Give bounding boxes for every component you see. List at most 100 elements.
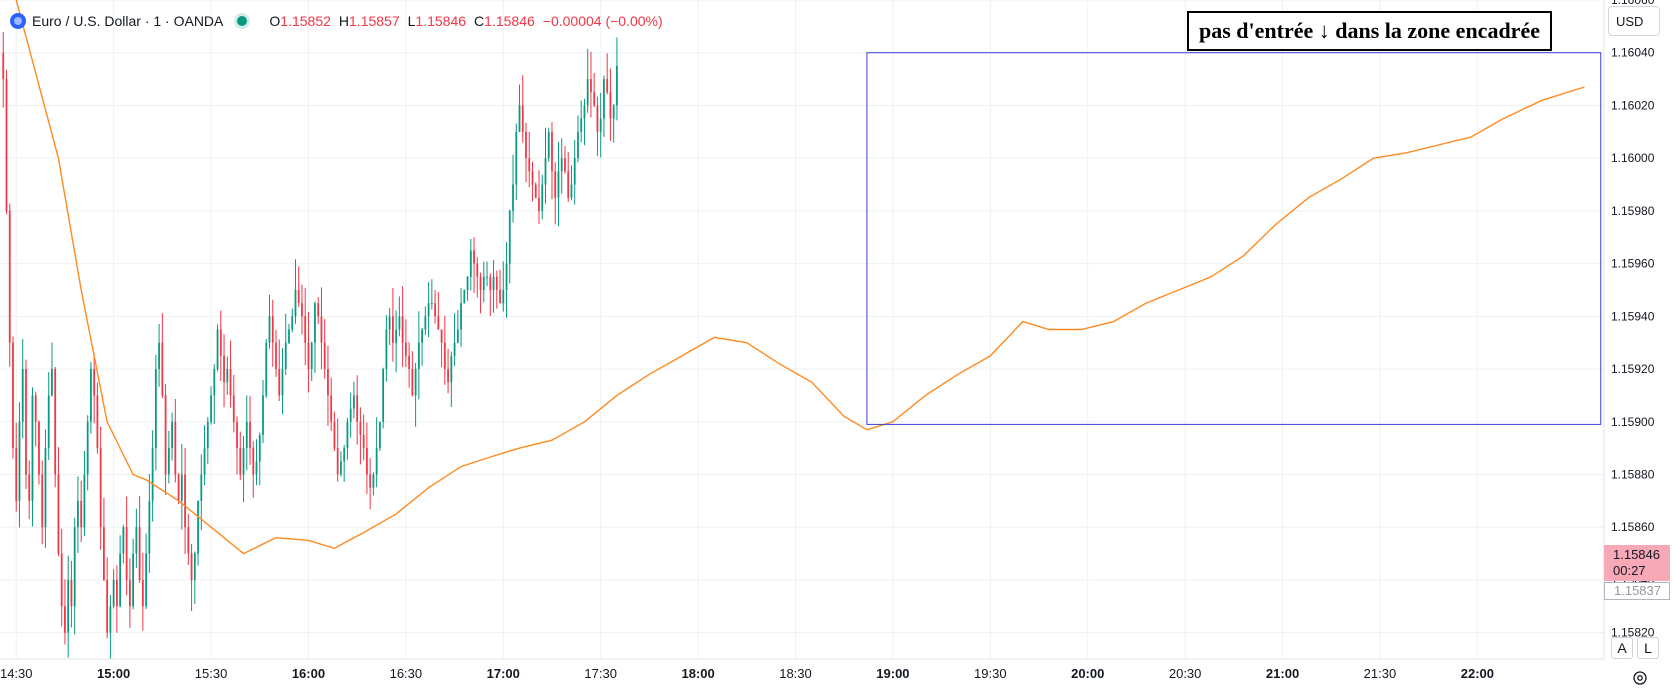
candle-body [301, 303, 303, 317]
candle-body [252, 448, 255, 475]
candle-body [528, 158, 531, 172]
candle-body [47, 395, 50, 449]
candle-body [216, 329, 219, 370]
price-tick-label: 1.16060 [1611, 0, 1655, 7]
annotation-text-box[interactable]: pas d'entrée ↓ dans la zone encadrée [1187, 11, 1552, 51]
candle-body [15, 448, 18, 501]
auto-scale-button[interactable]: A [1611, 637, 1633, 659]
candle-body [44, 448, 47, 528]
candle-body [232, 395, 235, 422]
candles [2, 32, 618, 659]
candle-body [463, 289, 466, 304]
candle-body [151, 448, 154, 501]
candle-body [430, 303, 433, 305]
candle-body [404, 342, 407, 356]
candle-body [245, 421, 248, 449]
candle-body [60, 553, 63, 607]
candle-body [495, 276, 498, 290]
candle-body [73, 527, 76, 607]
last-price-value: 1.15846 [1613, 547, 1660, 562]
candle-body [486, 276, 488, 278]
time-tick-label: 15:30 [195, 666, 228, 681]
symbol-legend[interactable]: Euro / U.S. Dollar · 1 · OANDA O 1.15852 … [10, 10, 663, 32]
candle-body [421, 329, 423, 343]
candle-body [476, 263, 479, 277]
candle-body [262, 395, 264, 435]
candle-body [580, 118, 583, 132]
change-value: −0.00004 (−0.00%) [542, 13, 663, 29]
candle-body [239, 448, 242, 475]
symbol-title[interactable]: Euro / U.S. Dollar · 1 · OANDA [32, 13, 224, 29]
candle-body [544, 158, 547, 185]
candle-body [333, 421, 336, 449]
candle-body [174, 421, 177, 475]
time-tick-label: 20:00 [1071, 666, 1104, 681]
candle-body [128, 579, 131, 607]
highlight-rectangle[interactable] [866, 52, 1602, 425]
candle-body [570, 184, 573, 198]
candle-body [417, 342, 420, 370]
candle-body [141, 579, 144, 607]
candle-body [278, 369, 281, 396]
candle-body [427, 303, 430, 317]
price-tick-label: 1.16000 [1611, 151, 1655, 165]
candle-body [148, 500, 151, 554]
candle-body [508, 210, 511, 264]
candle-body [499, 289, 501, 304]
time-axis[interactable]: 14:30 15:00 15:30 16:00 16:30 17:00 17:30 18:00… [0, 666, 1494, 681]
currency-button[interactable]: USD [1608, 6, 1660, 36]
close-value: 1.15846 [484, 13, 535, 29]
candle-body [255, 461, 258, 475]
candle-body [271, 316, 274, 343]
candle-body [249, 421, 251, 449]
candle-body [180, 474, 183, 501]
candle-body [395, 329, 398, 343]
candle-body [77, 500, 79, 528]
price-tick-label: 1.15920 [1611, 362, 1655, 376]
price-tick-label: 1.15820 [1611, 626, 1655, 640]
candle-body [41, 474, 44, 528]
candle-body [385, 329, 388, 370]
bar-countdown: 00:27 [1613, 563, 1646, 578]
time-tick-label: 17:00 [487, 666, 520, 681]
candle-body [521, 105, 524, 132]
market-status-icon[interactable] [237, 16, 248, 26]
time-tick-label: 17:30 [584, 666, 617, 681]
candle-body [327, 369, 329, 396]
prev-close-label: 1.15837 [1604, 582, 1670, 600]
candle-body [54, 369, 57, 475]
candle-body [554, 171, 557, 198]
candle-body [158, 342, 160, 370]
candle-body [567, 171, 570, 198]
candle-body [408, 355, 411, 370]
candle-body [64, 606, 66, 633]
candle-body [330, 395, 333, 422]
candle-body [606, 79, 609, 93]
candle-body [560, 158, 563, 172]
moving-average-line [15, 0, 1585, 555]
candle-body [197, 500, 199, 554]
candle-body [242, 448, 245, 475]
price-axis[interactable]: 1.158201.158401.158601.158801.159001.159… [1611, 0, 1655, 640]
candle-body [167, 448, 170, 475]
candle-body [236, 421, 238, 449]
candle-body [171, 421, 173, 449]
candle-body [482, 276, 485, 290]
time-tick-label: 19:00 [876, 666, 909, 681]
candle-body [51, 369, 53, 396]
candle-body [379, 421, 381, 449]
gear-icon[interactable] [1632, 670, 1648, 686]
time-tick-label: 21:30 [1364, 666, 1397, 681]
candle-body [99, 448, 102, 528]
candle-body [138, 527, 141, 580]
candle-body [603, 79, 605, 119]
candle-body [67, 579, 70, 633]
time-tick-label: 15:00 [97, 666, 130, 681]
candle-body [122, 527, 125, 554]
candle-body [210, 395, 212, 422]
candle-body [275, 342, 277, 370]
log-scale-button[interactable]: L [1637, 637, 1659, 659]
open-label: O [269, 13, 281, 29]
candle-body [398, 316, 401, 330]
